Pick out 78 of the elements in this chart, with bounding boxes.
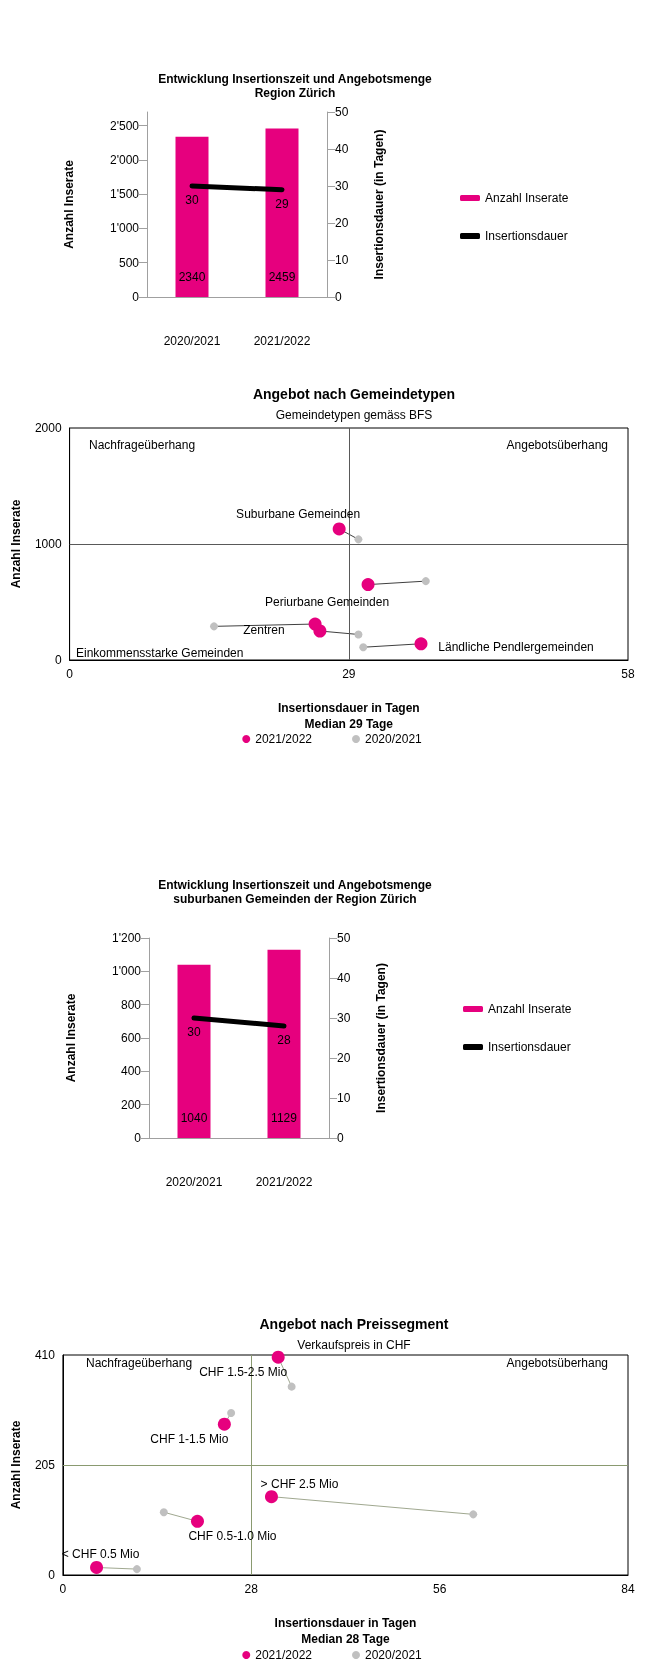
legend-label: Anzahl Inserate — [488, 1002, 572, 1016]
y-tick-label: 1'200 — [112, 931, 142, 945]
data-label: 30 — [185, 193, 199, 207]
y2-tick-label: 20 — [335, 216, 349, 230]
y-tick-label: 1'500 — [110, 187, 140, 202]
annotation: Angebotsüberhang — [506, 438, 608, 452]
annotation: Angebotsüberhang — [506, 1356, 608, 1370]
chart-subtitle: Region Zürich — [254, 86, 336, 100]
data-label: 2459 — [268, 270, 296, 284]
annotation: > CHF 2.5 Mio — [260, 1476, 339, 1491]
annotation: CHF 1-1.5 Mio — [150, 1432, 229, 1447]
y-tick-label: 0 — [54, 653, 62, 667]
chart-title: Entwicklung Insertionszeit und Angebotsmenge — [158, 878, 433, 892]
x-axis-title: Insertionsdauer in Tagen Median 29 Tage — [277, 701, 420, 731]
y-tick-label: 800 — [120, 997, 142, 1012]
x-tick-label: 0 — [66, 667, 74, 681]
y2-tick-label: 50 — [335, 105, 349, 119]
legend-label: 2021/2022 — [255, 1648, 313, 1662]
chart-title: Angebot nach Gemeindetypen — [252, 386, 456, 402]
annotation: Nachfrageüberhang — [86, 1356, 193, 1370]
y-axis-title: Anzahl Inserate — [9, 1420, 23, 1510]
y-tick-label: 0 — [48, 1568, 56, 1582]
y2-axis-title: Insertionsdauer (in Tagen) — [374, 963, 388, 1113]
y2-tick-label: 30 — [337, 1011, 351, 1025]
y-tick-label: 0 — [134, 1131, 142, 1145]
legend-label: 2020/2021 — [365, 1648, 423, 1662]
chart-title: Entwicklung Insertionszeit und Angebotsmenge — [158, 72, 433, 86]
annotation: Ländliche Pendlergemeinden — [438, 639, 594, 654]
y-tick-label: 600 — [120, 1031, 142, 1045]
data-label: 29 — [275, 196, 289, 211]
legend-label: Anzahl Inserate — [485, 191, 569, 205]
y2-tick-label: 40 — [337, 971, 351, 985]
y-tick-label: 200 — [120, 1097, 142, 1112]
x-tick-label: 29 — [342, 667, 356, 681]
y2-tick-label: 10 — [337, 1091, 351, 1105]
y-tick-label: 410 — [34, 1348, 56, 1362]
y2-tick-label: 50 — [337, 931, 351, 945]
y2-axis-title: Insertionsdauer (in Tagen) — [372, 129, 386, 280]
x-tick-label: 56 — [432, 1582, 447, 1596]
x-tick-label: 28 — [244, 1582, 259, 1596]
y2-tick-label: 10 — [335, 253, 349, 267]
data-label: 30 — [187, 1025, 201, 1039]
y-tick-label: 2000 — [34, 421, 62, 435]
y2-tick-label: 20 — [337, 1051, 351, 1065]
data-label: 28 — [277, 1033, 291, 1047]
annotation: Nachfrageüberhang — [89, 438, 196, 452]
y-tick-label: 400 — [120, 1064, 142, 1079]
chart-title: Angebot nach Preissegment — [259, 1316, 449, 1332]
y-tick-label: 500 — [118, 255, 140, 270]
x-tick-label: 84 — [621, 1582, 635, 1596]
y2-tick-label: 30 — [335, 179, 349, 193]
y2-tick-label: 40 — [335, 142, 349, 156]
chart-subtitle: suburbanen Gemeinden der Region Zürich — [173, 892, 417, 906]
y2-tick-label: 0 — [337, 1131, 344, 1145]
x-tick-label: 58 — [621, 667, 635, 681]
y-axis-title: Anzahl Inserate — [64, 993, 78, 1083]
y-axis-title: Anzahl Inserate — [62, 159, 76, 249]
y-tick-label: 1'000 — [110, 221, 140, 236]
chart-subtitle: Gemeindetypen gemäss BFS — [275, 408, 433, 422]
y2-tick-label: 0 — [335, 290, 342, 304]
y-tick-label: 2'500 — [110, 118, 140, 133]
data-label: 1040 — [180, 1111, 208, 1125]
y-axis-title: Anzahl Inserate — [9, 499, 23, 589]
annotation: Einkommensstarke Gemeinden — [76, 646, 244, 660]
data-label: 1129 — [271, 1111, 298, 1125]
y-tick-label: 0 — [132, 290, 140, 304]
y-tick-label: 2'000 — [110, 152, 140, 167]
y-tick-label: 1'000 — [112, 964, 142, 979]
y-tick-label: 205 — [34, 1458, 56, 1472]
legend-label: 2021/2022 — [255, 732, 313, 746]
x-axis-title: Insertionsdauer in Tagen Median 28 Tage — [274, 1616, 417, 1646]
legend-label: Insertionsdauer — [485, 229, 568, 243]
legend-label: Insertionsdauer — [488, 1040, 571, 1054]
data-label: 2340 — [178, 270, 206, 284]
legend-label: 2020/2021 — [365, 732, 423, 746]
y-tick-label: 1000 — [34, 537, 62, 551]
chart-subtitle: Verkaufspreis in CHF — [297, 1338, 411, 1352]
annotation: Zentren — [243, 623, 285, 637]
